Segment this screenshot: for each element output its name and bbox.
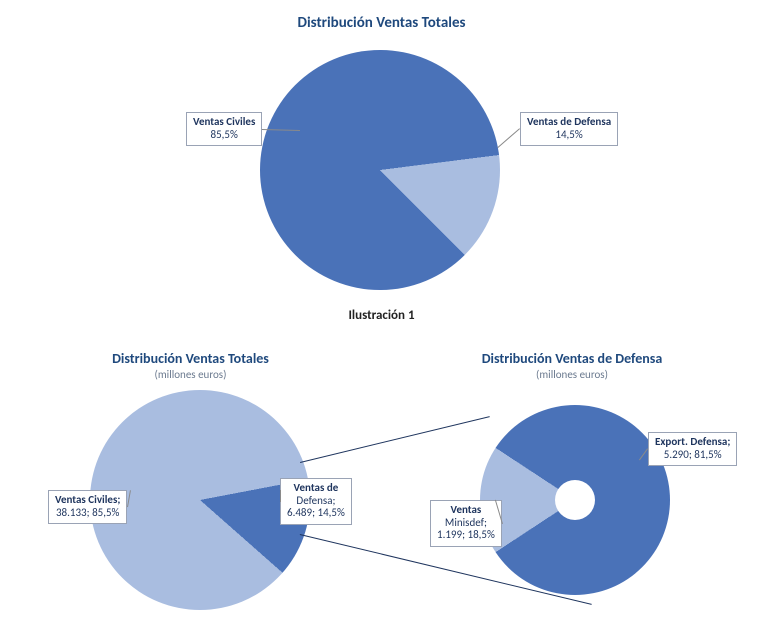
chart2-subtitle: (millones euros) bbox=[0, 368, 381, 381]
illustration-caption: Ilustración 1 bbox=[0, 308, 763, 323]
callout-line: 5.290; 81,5% bbox=[655, 449, 730, 462]
callout-c1-0: Ventas Civiles85,5% bbox=[186, 112, 262, 146]
callout-line: 38.133; 85,5% bbox=[55, 507, 120, 520]
chart1-title: Distribución Ventas Totales bbox=[0, 14, 763, 32]
callout-c3-0: Export. Defensa;5.290; 81,5% bbox=[648, 432, 737, 466]
callout-line: 6.489; 14,5% bbox=[287, 507, 345, 520]
chart3-title: Distribución Ventas de Defensa bbox=[381, 350, 763, 367]
chart3-subtitle: (millones euros) bbox=[381, 368, 763, 381]
chart3-donut-hole bbox=[555, 480, 595, 520]
chart1-pie bbox=[260, 50, 500, 290]
callout-c1-1: Ventas de Defensa14,5% bbox=[520, 112, 618, 146]
callout-c3-1: VentasMinisdef;1.199; 18,5% bbox=[430, 500, 502, 547]
callout-line: 85,5% bbox=[193, 129, 255, 142]
callout-line: Ventas bbox=[437, 504, 495, 517]
connector-line bbox=[280, 490, 281, 502]
connector-line bbox=[300, 416, 490, 463]
callout-line: Ventas de Defensa bbox=[527, 116, 611, 129]
callout-line: Ventas Civiles bbox=[193, 116, 255, 129]
connector-line bbox=[497, 128, 520, 148]
callout-line: Ventas Civiles; bbox=[55, 494, 120, 507]
callout-line: Ventas de bbox=[287, 482, 345, 495]
callout-c2-0: Ventas Civiles;38.133; 85,5% bbox=[48, 490, 127, 524]
callout-line: 1.199; 18,5% bbox=[437, 529, 495, 542]
callout-line: 14,5% bbox=[527, 129, 611, 142]
chart2-title: Distribución Ventas Totales bbox=[0, 350, 381, 367]
callout-c2-1: Ventas deDefensa;6.489; 14,5% bbox=[280, 478, 352, 525]
callout-line: Export. Defensa; bbox=[655, 436, 730, 449]
